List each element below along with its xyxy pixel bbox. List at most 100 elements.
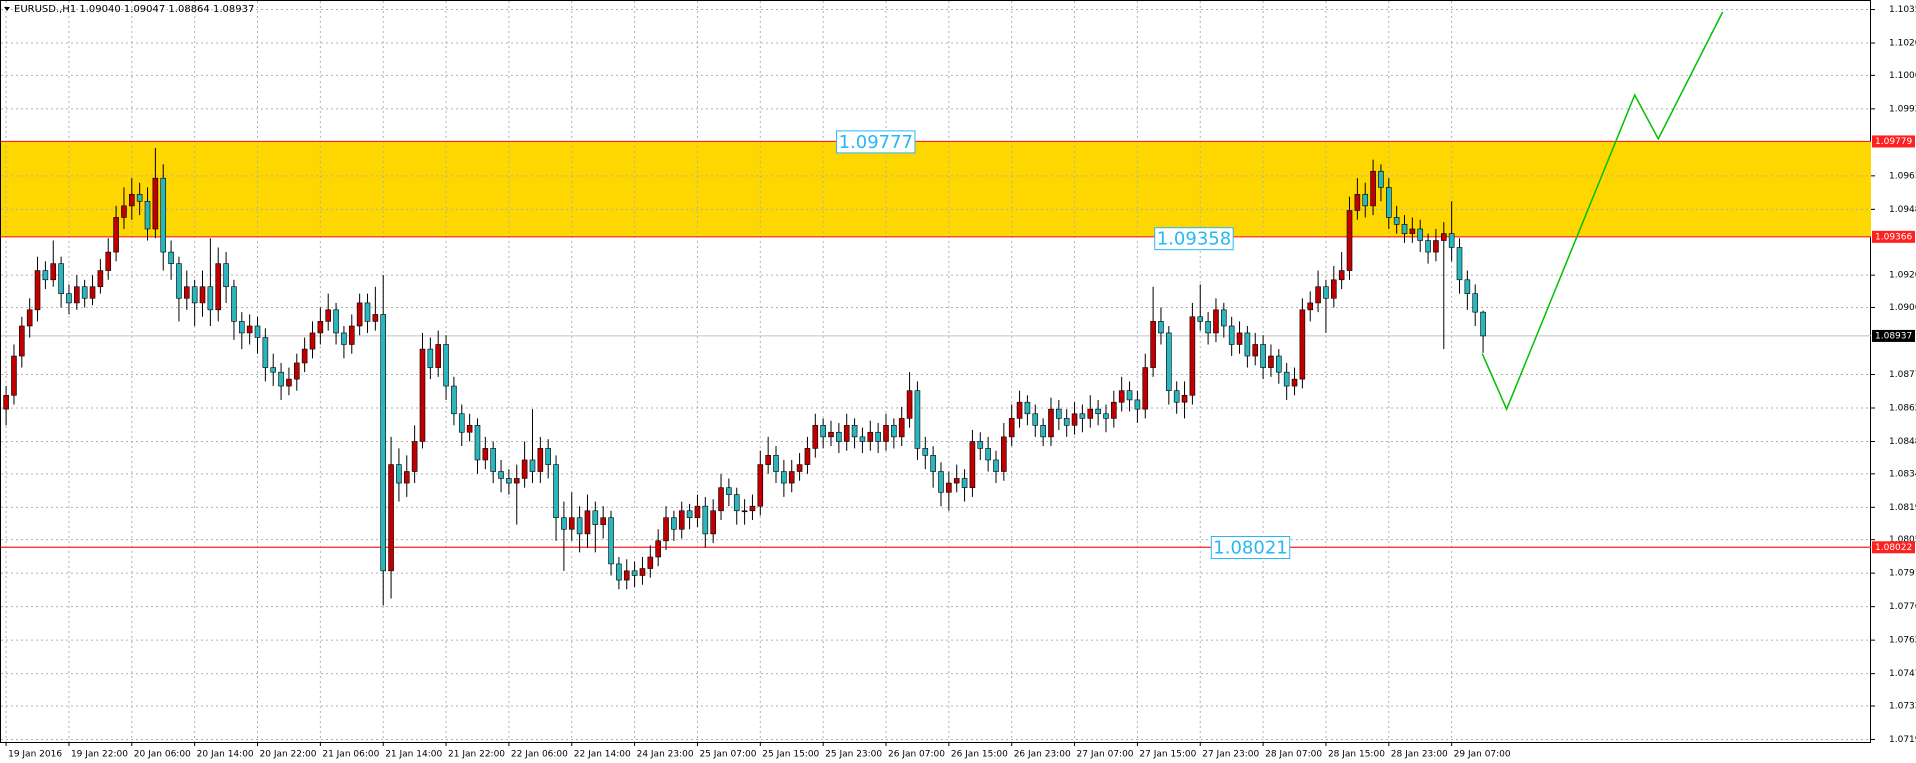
y-tick-label: 1.07475 — [1889, 669, 1916, 679]
candle-body — [726, 487, 732, 495]
candle-body — [160, 177, 167, 253]
candle-body — [694, 505, 701, 519]
candle-body — [136, 194, 143, 202]
x-tick-label: 21 Jan 22:00 — [448, 750, 505, 760]
price-annotation-box — [1210, 536, 1291, 560]
candle-body — [655, 540, 661, 558]
candle-body — [1181, 394, 1188, 403]
candle-body — [458, 413, 465, 433]
candle-body — [1150, 321, 1156, 368]
x-tick-label: 26 Jan 23:00 — [1014, 750, 1071, 760]
candle-body — [1134, 399, 1141, 410]
candle-body — [616, 563, 622, 581]
candle-body — [427, 348, 434, 368]
candle-body — [1095, 408, 1101, 415]
candle-body — [977, 441, 984, 449]
candle-body — [215, 263, 222, 311]
candle-body — [678, 510, 685, 530]
candle-body — [537, 448, 544, 472]
level-label-box — [1872, 230, 1915, 243]
candle-body — [733, 494, 740, 512]
candle-body — [1480, 311, 1486, 337]
candle-body — [176, 263, 182, 299]
candle-body — [89, 286, 96, 299]
candle-body — [1008, 418, 1015, 438]
candle-body — [521, 459, 528, 479]
candle-body — [1252, 344, 1259, 357]
candle-body — [301, 348, 308, 364]
y-tick-label: 1.07190 — [1889, 735, 1916, 745]
candle-body — [592, 510, 599, 525]
x-tick-label: 25 Jan 15:00 — [762, 750, 819, 760]
candle-body — [270, 367, 277, 373]
y-tick-label: 1.09200 — [1889, 271, 1916, 281]
x-tick-label: 19 Jan 2016 — [8, 750, 62, 760]
candle-body — [435, 344, 441, 368]
x-tick-label: 27 Jan 07:00 — [1077, 750, 1134, 760]
bid-label-box — [1872, 329, 1915, 342]
candle-body — [513, 478, 520, 484]
candle-body — [686, 510, 693, 519]
candle-body — [1276, 355, 1282, 373]
x-tick-label: 24 Jan 23:00 — [637, 750, 694, 760]
y-tick-label: 1.10205 — [1889, 39, 1916, 49]
candle-body — [561, 517, 567, 530]
candle-body — [1338, 270, 1345, 281]
price-annotation: 1.09777 — [839, 132, 913, 153]
y-tick-label: 1.10065 — [1889, 71, 1916, 81]
candle-body — [498, 471, 504, 479]
candle-body — [11, 355, 17, 396]
candle-body — [121, 205, 127, 218]
candle-body — [1401, 224, 1408, 234]
x-tick-label: 27 Jan 15:00 — [1139, 750, 1196, 760]
y-tick-label: 1.08055 — [1889, 535, 1916, 545]
candle-body — [718, 487, 724, 512]
menu-triangle[interactable] — [4, 7, 10, 11]
candle-body — [1448, 233, 1455, 248]
candle-body — [1024, 401, 1031, 415]
x-tick-label: 20 Jan 22:00 — [260, 750, 317, 760]
y-tick-label: 1.09485 — [1889, 205, 1916, 215]
x-tick-label: 29 Jan 07:00 — [1454, 750, 1511, 760]
candle-body — [309, 332, 316, 350]
candle-body — [773, 455, 779, 472]
candle-body — [1126, 390, 1133, 401]
candle-body — [1362, 194, 1369, 207]
candle-body — [568, 517, 575, 530]
level-label-box — [1872, 135, 1915, 148]
candle-body — [506, 478, 512, 484]
candle-body — [364, 302, 371, 322]
candle-body — [639, 568, 646, 576]
candle-body — [1291, 378, 1298, 387]
candle-body — [529, 459, 536, 472]
candle-body — [356, 302, 363, 327]
y-tick-label: 1.08770 — [1889, 370, 1916, 380]
candle-body — [443, 344, 449, 387]
candle-body — [168, 251, 174, 264]
candle-body — [867, 431, 874, 442]
y-tick-label: 1.09920 — [1889, 104, 1916, 114]
zone — [1, 141, 1871, 237]
candle-body — [325, 309, 332, 322]
candle-body — [741, 510, 748, 513]
y-tick-label: 1.07765 — [1889, 602, 1916, 612]
level-label: 1.08022 — [1875, 543, 1912, 553]
candle-body — [1158, 321, 1164, 334]
candle-body — [702, 505, 709, 535]
candle-body — [482, 448, 489, 461]
candle-body — [451, 385, 457, 415]
candle-body — [946, 482, 952, 493]
candle-body — [278, 371, 284, 387]
candle-body — [788, 471, 795, 484]
candle-body — [1393, 217, 1400, 225]
candle-body — [1417, 228, 1424, 241]
candle-body — [105, 251, 112, 271]
candle-body — [898, 418, 905, 438]
x-tick-label: 21 Jan 06:00 — [322, 750, 379, 760]
candle-body — [1244, 332, 1251, 357]
candle-body — [993, 459, 999, 472]
candle-body — [1071, 413, 1078, 426]
y-tick-label: 1.08625 — [1889, 403, 1916, 413]
candle-body — [1433, 240, 1439, 253]
